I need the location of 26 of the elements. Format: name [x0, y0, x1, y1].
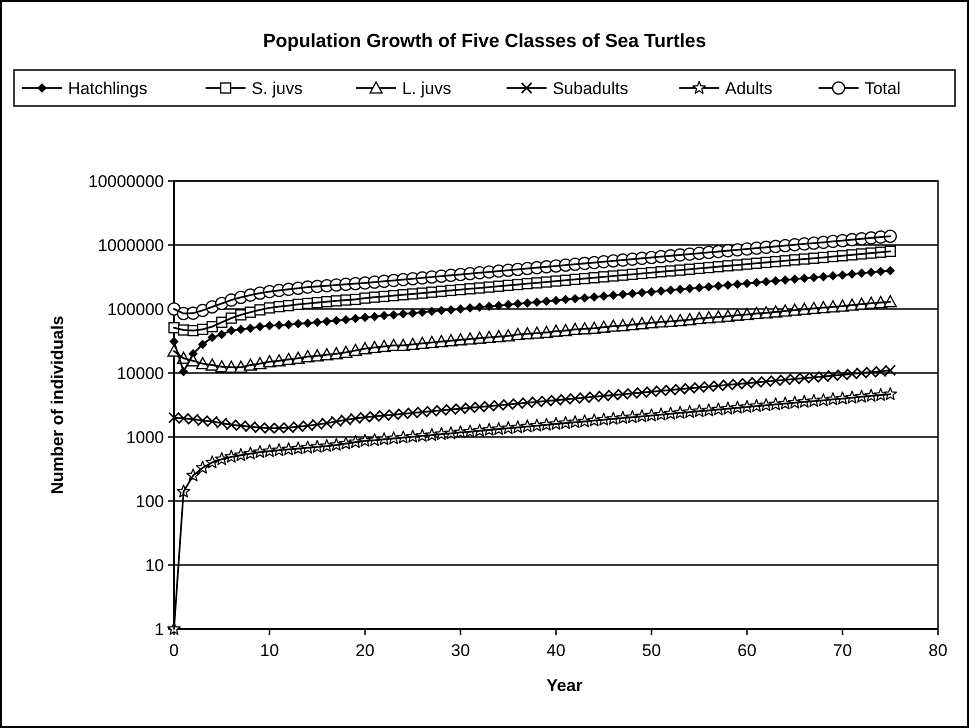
y-tick-label: 100000 — [107, 300, 164, 319]
legend-label: Adults — [725, 79, 772, 98]
x-tick-label: 0 — [169, 641, 179, 660]
legend-label: Hatchlings — [68, 79, 148, 98]
y-tick-label: 100 — [136, 492, 164, 511]
y-tick-label: 10000000 — [88, 172, 164, 191]
legend-label: Subadults — [552, 79, 628, 98]
y-tick-label: 10000 — [116, 364, 164, 383]
y-tick-label: 1 — [154, 620, 164, 639]
chart-title: Population Growth of Five Classes of Sea Turtles — [262, 31, 706, 52]
legend-label: L. juvs — [402, 79, 452, 98]
y-axis-title: Number of individuals — [48, 316, 67, 494]
x-tick-label: 60 — [738, 641, 756, 660]
x-tick-label: 80 — [928, 641, 948, 660]
y-tick-label: 10 — [145, 556, 164, 575]
x-tick-label: 10 — [260, 641, 279, 660]
legend-label: S. juvs — [252, 79, 303, 98]
x-tick-label: 50 — [642, 641, 661, 660]
x-tick-label: 70 — [833, 641, 852, 660]
y-tick-label: 1000 — [126, 428, 164, 447]
x-tick-label: 30 — [451, 641, 470, 660]
x-tick-label: 20 — [356, 641, 374, 660]
legend-label: Total — [864, 79, 901, 98]
y-tick-label: 1000000 — [98, 236, 164, 255]
x-axis-title: Year — [546, 676, 583, 695]
x-tick-label: 40 — [546, 641, 566, 660]
